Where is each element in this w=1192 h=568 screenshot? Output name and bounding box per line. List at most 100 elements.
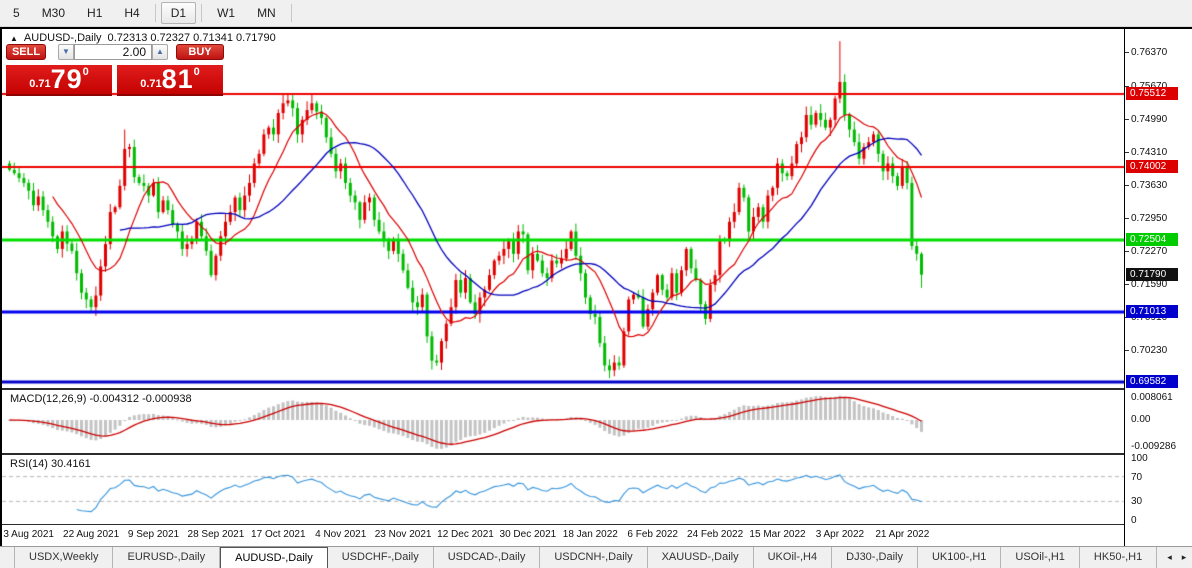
buy-price-display[interactable]: 0.71 81 0 bbox=[117, 65, 223, 96]
date-label: 9 Sep 2021 bbox=[127, 529, 180, 540]
chart-tab-hk50-h1[interactable]: HK50-,H1 bbox=[1080, 547, 1158, 568]
timeframe-button-mn[interactable]: MN bbox=[257, 6, 276, 20]
price-tick-mark bbox=[1125, 218, 1129, 219]
date-label: 3 Aug 2021 bbox=[3, 529, 54, 540]
price-tick-mark bbox=[1125, 119, 1129, 120]
price-level-chip: 0.71790 bbox=[1126, 268, 1178, 281]
price-tick-mark bbox=[1125, 350, 1129, 351]
price-tick-label: 0.72270 bbox=[1131, 246, 1168, 257]
date-label: 21 Apr 2022 bbox=[875, 529, 930, 540]
price-tick-mark bbox=[1125, 52, 1129, 53]
chart-tab-bar: USDX,Weekly EURUSD-,Daily AUDUSD-,Daily USD… bbox=[0, 546, 1192, 568]
date-label: 18 Jan 2022 bbox=[562, 529, 618, 540]
timeframe-button-d1[interactable]: D1 bbox=[160, 2, 197, 24]
price-axis[interactable]: 0.76370 0.75670 0.74990 0.74310 0.73630 0.729… bbox=[1124, 29, 1190, 546]
price-tick-label: 0.72950 bbox=[1131, 213, 1168, 224]
macd-axis-label: 0.00 bbox=[1131, 414, 1151, 425]
date-label: 24 Feb 2022 bbox=[687, 529, 744, 540]
sell-price-display[interactable]: 0.71 79 0 bbox=[6, 65, 112, 96]
date-label: 15 Mar 2022 bbox=[749, 529, 806, 540]
macd-panel: MACD(12,26,9) -0.004312 -0.000938 bbox=[2, 390, 1124, 453]
rsi-axis-label: 100 bbox=[1131, 453, 1148, 464]
timeframe-button-h1[interactable]: H1 bbox=[87, 6, 103, 20]
price-level-chip: 0.75512 bbox=[1126, 87, 1178, 100]
chart-tab-usdcad-daily[interactable]: USDCAD-,Daily bbox=[434, 547, 541, 568]
volume-decrease-button[interactable]: ▼ bbox=[58, 44, 74, 60]
chart-tab-xauusd-daily[interactable]: XAUUSD-,Daily bbox=[648, 547, 754, 568]
date-label: 6 Feb 2022 bbox=[627, 529, 678, 540]
date-axis[interactable]: 3 Aug 2021 22 Aug 2021 9 Sep 2021 28 Sep 20… bbox=[2, 525, 1124, 546]
toolbar-separator bbox=[201, 4, 203, 22]
date-label: 23 Nov 2021 bbox=[374, 529, 432, 540]
date-label: 22 Aug 2021 bbox=[63, 529, 120, 540]
timeframe-button-w1[interactable]: W1 bbox=[217, 6, 236, 20]
price-tick-mark bbox=[1125, 284, 1129, 285]
chart-tab-dj30-daily[interactable]: DJ30-,Daily bbox=[832, 547, 918, 568]
price-tick-mark bbox=[1125, 152, 1129, 153]
date-label: 12 Dec 2021 bbox=[437, 529, 494, 540]
price-tick-label: 0.74990 bbox=[1131, 114, 1168, 125]
timeframe-toolbar: 5 M30 H1 H4 D1 W1 MN bbox=[0, 0, 1192, 27]
buy-price-big: 81 bbox=[161, 64, 194, 94]
chart-tab-ukoil-h4[interactable]: UKOil-,H4 bbox=[754, 547, 833, 568]
panel-separator[interactable] bbox=[2, 388, 1124, 390]
date-label: 17 Oct 2021 bbox=[251, 529, 306, 540]
macd-label: MACD(12,26,9) -0.004312 -0.000938 bbox=[10, 393, 192, 405]
rsi-axis-label: 0 bbox=[1131, 515, 1137, 526]
macd-axis-label: -0.009286 bbox=[1131, 441, 1177, 452]
date-label: 4 Nov 2021 bbox=[315, 529, 367, 540]
timeframe-button-m30[interactable]: M30 bbox=[41, 6, 66, 20]
tab-scroll-right-icon[interactable]: ▸ bbox=[1181, 552, 1187, 562]
rsi-canvas[interactable] bbox=[2, 455, 1124, 524]
rsi-panel: RSI(14) 30.4161 bbox=[2, 455, 1124, 524]
price-chart-panel: ▲ AUDUSD-,Daily 0.72313 0.72327 0.71341 … bbox=[2, 29, 1124, 388]
macd-canvas[interactable] bbox=[2, 390, 1124, 453]
rsi-axis-label: 30 bbox=[1131, 496, 1143, 508]
buy-price-sup: 0 bbox=[193, 66, 200, 78]
price-tick-label: 0.73630 bbox=[1131, 180, 1168, 191]
date-label: 3 Apr 2022 bbox=[815, 529, 865, 540]
price-tick-label: 0.76370 bbox=[1131, 47, 1168, 58]
chart-window: ▲ AUDUSD-,Daily 0.72313 0.72327 0.71341 … bbox=[0, 27, 1192, 546]
volume-input[interactable] bbox=[74, 44, 152, 60]
buy-button[interactable]: BUY bbox=[176, 44, 224, 60]
price-tick-mark bbox=[1125, 86, 1129, 87]
volume-increase-button[interactable]: ▲ bbox=[152, 44, 168, 60]
date-label: 30 Dec 2021 bbox=[499, 529, 557, 540]
tab-scroll-arrows: ◂ ▸ bbox=[1167, 547, 1186, 568]
collapse-triangle-icon[interactable]: ▲ bbox=[10, 33, 18, 43]
panel-separator bbox=[2, 524, 1124, 525]
chart-tab-usdcnh-daily[interactable]: USDCNH-,Daily bbox=[540, 547, 648, 568]
chart-tab-uk100-h1[interactable]: UK100-,H1 bbox=[918, 547, 1002, 568]
tab-scroll-left-icon[interactable]: ◂ bbox=[1167, 552, 1172, 562]
chart-tab-usdx-weekly[interactable]: USDX,Weekly bbox=[14, 547, 114, 568]
price-level-chip: 0.72504 bbox=[1126, 233, 1178, 246]
chart-tab-usoil-h1[interactable]: USOil-,H1 bbox=[1001, 547, 1080, 568]
price-level-chip: 0.69582 bbox=[1126, 375, 1178, 388]
price-tick-label: 0.75670 bbox=[1131, 81, 1167, 92]
sell-price-big: 79 bbox=[50, 64, 83, 94]
chart-tab-eurusd-daily[interactable]: EURUSD-,Daily bbox=[113, 547, 221, 568]
price-tick-mark bbox=[1125, 185, 1129, 186]
price-tick-label: 0.74310 bbox=[1131, 147, 1168, 158]
sell-price-sup: 0 bbox=[82, 66, 89, 78]
sell-button[interactable]: SELL bbox=[6, 44, 46, 60]
timeframe-button-h4[interactable]: H4 bbox=[124, 6, 140, 20]
chart-tab-usdchf-daily[interactable]: USDCHF-,Daily bbox=[328, 547, 434, 568]
panel-separator[interactable] bbox=[2, 453, 1124, 455]
toolbar-separator bbox=[154, 4, 156, 22]
symbol-header: ▲ AUDUSD-,Daily 0.72313 0.72327 0.71341 … bbox=[10, 32, 276, 44]
price-tick-label: 0.70230 bbox=[1131, 345, 1168, 356]
timeframe-button-5[interactable]: 5 bbox=[13, 6, 20, 20]
price-tick-mark bbox=[1125, 251, 1129, 252]
ohlc-values: 0.72313 0.72327 0.71341 0.71790 bbox=[107, 32, 276, 44]
toolbar-separator bbox=[290, 4, 292, 22]
buy-price-prefix: 0.71 bbox=[140, 78, 162, 90]
chart-tab-audusd-daily[interactable]: AUDUSD-,Daily bbox=[220, 547, 328, 568]
date-label: 28 Sep 2021 bbox=[187, 529, 245, 540]
macd-axis-label: 0.008061 bbox=[1131, 392, 1173, 403]
sell-price-prefix: 0.71 bbox=[29, 78, 51, 90]
price-level-chip: 0.71013 bbox=[1126, 305, 1178, 318]
